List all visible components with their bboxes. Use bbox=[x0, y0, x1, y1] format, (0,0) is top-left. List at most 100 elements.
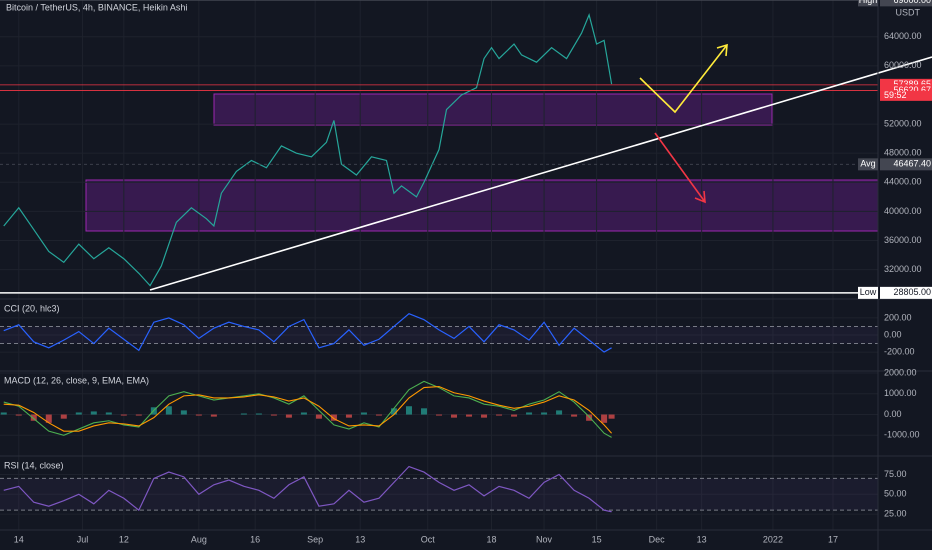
histogram-bar bbox=[511, 414, 518, 417]
histogram-bar bbox=[120, 414, 127, 416]
histogram-bar bbox=[496, 414, 503, 416]
histogram-bar bbox=[165, 406, 172, 415]
y-tick-label: 0.00 bbox=[884, 329, 902, 339]
histogram-bar bbox=[180, 410, 187, 415]
price-tag-bg bbox=[880, 158, 932, 171]
countdown: 59:52 bbox=[884, 90, 907, 100]
histogram-bar bbox=[315, 414, 322, 419]
x-tick-label: 16 bbox=[250, 534, 260, 544]
histogram-bar bbox=[571, 414, 578, 417]
histogram-bar bbox=[586, 414, 593, 421]
price-tag: 57389.65 bbox=[893, 79, 931, 89]
histogram-bar bbox=[436, 414, 442, 416]
histogram-bar bbox=[541, 412, 548, 415]
x-tick-label: Oct bbox=[421, 534, 436, 544]
histogram-bar bbox=[210, 414, 217, 417]
pane-title: RSI (14, close) bbox=[4, 460, 64, 470]
y-tick-label: -200.00 bbox=[884, 346, 915, 356]
bear-arrow bbox=[654, 132, 706, 203]
price-line bbox=[3, 312, 612, 353]
y-tick-label: 52000.00 bbox=[884, 118, 922, 128]
x-tick-label: 15 bbox=[592, 534, 602, 544]
x-tick-label: 17 bbox=[828, 534, 838, 544]
x-tick-label: 13 bbox=[355, 534, 365, 544]
y-tick-label: 64000.00 bbox=[884, 31, 922, 41]
y-tick-label: 200.00 bbox=[884, 312, 912, 322]
y-tick-label: -1000.00 bbox=[884, 430, 920, 440]
price-tag-bg bbox=[880, 0, 932, 7]
histogram-bar bbox=[15, 414, 22, 416]
histogram-bar bbox=[556, 410, 563, 415]
price-tag: 56620.67 bbox=[893, 85, 931, 95]
histogram-bar bbox=[451, 414, 458, 418]
tag-name-bg bbox=[858, 158, 878, 171]
histogram-bar bbox=[405, 406, 412, 415]
price-line bbox=[3, 13, 613, 287]
bear-arrow-head bbox=[694, 190, 706, 204]
x-tick-label: 12 bbox=[119, 534, 129, 544]
y-tick-label: 48000.00 bbox=[884, 148, 922, 158]
bull-arrow-head bbox=[716, 43, 728, 57]
support-zone bbox=[85, 179, 879, 232]
macd-line bbox=[3, 385, 613, 434]
histogram-bar bbox=[420, 408, 427, 415]
x-tick-label: Aug bbox=[191, 534, 207, 544]
band-fill bbox=[0, 326, 878, 344]
histogram-bar bbox=[300, 412, 307, 415]
currency: USDT bbox=[896, 7, 921, 17]
histogram-bar bbox=[105, 412, 112, 415]
histogram-bar bbox=[30, 414, 37, 421]
tag-name: Avg bbox=[860, 159, 875, 169]
histogram-bar bbox=[345, 414, 352, 418]
histogram-bar bbox=[375, 414, 382, 416]
histogram-bar bbox=[481, 414, 488, 418]
pane-title: MACD (12, 26, close, 9, EMA, EMA) bbox=[4, 375, 149, 385]
histogram-bar bbox=[255, 413, 262, 415]
price-tag: 69000.00 bbox=[893, 0, 931, 5]
x-tick-label: 2022 bbox=[763, 534, 783, 544]
tag-name: Low bbox=[860, 287, 877, 297]
histogram-bar bbox=[601, 414, 608, 423]
histogram-bar bbox=[270, 414, 277, 416]
price-line bbox=[3, 465, 612, 513]
histogram-bar bbox=[360, 412, 367, 415]
price-tag: 28805.00 bbox=[893, 287, 931, 297]
y-tick-label: 75.00 bbox=[884, 469, 907, 479]
histogram-bar bbox=[135, 414, 142, 416]
x-tick-label: Jul bbox=[77, 534, 89, 544]
pane-title: CCI (20, hlc3) bbox=[4, 303, 60, 313]
histogram-bar bbox=[390, 408, 397, 415]
y-tick-label: 44000.00 bbox=[884, 177, 922, 187]
y-tick-label: 2000.00 bbox=[884, 367, 917, 377]
histogram-bar bbox=[526, 412, 533, 415]
y-tick-label: 40000.00 bbox=[884, 206, 922, 216]
price-tag: 46467.40 bbox=[893, 159, 931, 169]
histogram-bar bbox=[60, 414, 67, 419]
y-tick-label: 36000.00 bbox=[884, 235, 922, 245]
y-tick-label: 25.00 bbox=[884, 509, 907, 519]
y-tick-label: 60000.00 bbox=[884, 60, 922, 70]
histogram-bar bbox=[75, 412, 82, 415]
price-tag-bg bbox=[880, 286, 932, 299]
y-tick-label: 50.00 bbox=[884, 489, 907, 499]
histogram-bar bbox=[195, 414, 202, 416]
tag-name-bg bbox=[858, 286, 878, 299]
band-fill bbox=[0, 478, 878, 511]
x-tick-label: Dec bbox=[649, 534, 666, 544]
x-tick-label: 13 bbox=[697, 534, 707, 544]
histogram-bar bbox=[240, 413, 247, 415]
tag-name-bg bbox=[858, 0, 878, 7]
histogram-bar bbox=[90, 411, 97, 415]
macd-line bbox=[3, 380, 612, 438]
tag-name: High bbox=[859, 0, 878, 5]
x-tick-label: 14 bbox=[14, 534, 24, 544]
countdown-bg bbox=[880, 90, 932, 101]
resistance-zone bbox=[213, 93, 773, 126]
y-tick-label: 0.00 bbox=[884, 409, 902, 419]
histogram-bar bbox=[45, 414, 52, 423]
x-tick-label: Nov bbox=[536, 534, 553, 544]
histogram-bar bbox=[330, 414, 337, 421]
